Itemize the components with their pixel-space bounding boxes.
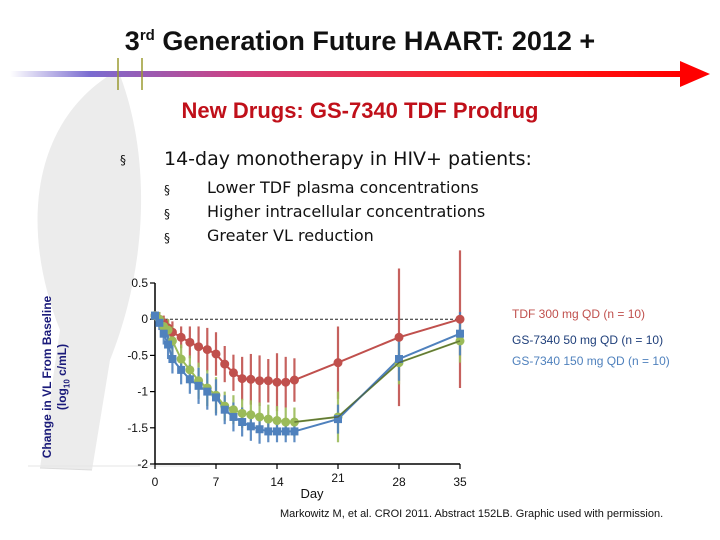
bullet-sub-2: § Higher intracellular concentrations bbox=[164, 202, 584, 222]
x-tick-label: 21 bbox=[331, 471, 345, 485]
data-point bbox=[159, 329, 168, 338]
data-point bbox=[228, 368, 238, 378]
bullet-sub-3: § Greater VL reduction bbox=[164, 226, 584, 246]
series-line-overlay bbox=[294, 340, 461, 423]
data-point bbox=[333, 358, 343, 368]
y-tick-label: -0.5 bbox=[127, 348, 148, 362]
data-point bbox=[281, 427, 290, 436]
x-tick-label: 14 bbox=[270, 475, 284, 489]
data-point bbox=[194, 381, 203, 390]
bullet-sub-1: § Lower TDF plasma concentrations bbox=[164, 178, 584, 198]
data-point bbox=[194, 342, 204, 352]
y-tick-label: 0.5 bbox=[131, 276, 148, 290]
data-point bbox=[237, 408, 247, 418]
citation: Markowitz M, et al. CROI 2011. Abstract … bbox=[280, 508, 664, 520]
data-point bbox=[255, 412, 265, 422]
data-point bbox=[394, 332, 404, 342]
data-point bbox=[202, 345, 212, 355]
data-point bbox=[185, 365, 195, 375]
x-tick-label: 7 bbox=[213, 475, 220, 489]
data-point bbox=[229, 412, 238, 421]
data-point bbox=[263, 376, 273, 386]
legend-gs150: GS-7340 150 mg QD (n = 10) bbox=[512, 354, 670, 368]
slide-title: 3rd Generation Future HAART: 2012 + bbox=[124, 26, 596, 56]
data-point bbox=[246, 410, 256, 420]
data-point bbox=[176, 354, 186, 364]
data-point bbox=[395, 355, 403, 364]
data-point bbox=[220, 359, 230, 369]
x-tick-label: 35 bbox=[453, 475, 467, 489]
y-tick-label: -2 bbox=[137, 457, 148, 471]
data-point bbox=[255, 425, 264, 434]
bullet-marker: § bbox=[164, 183, 170, 197]
bullet-marker: § bbox=[120, 153, 126, 167]
data-point bbox=[155, 318, 164, 327]
data-point bbox=[168, 355, 177, 364]
y-tick-label: 0 bbox=[141, 312, 148, 326]
series-line bbox=[154, 315, 461, 433]
data-point bbox=[289, 375, 299, 385]
data-point bbox=[220, 405, 229, 414]
data-point bbox=[334, 415, 342, 424]
bullet-marker: § bbox=[164, 231, 170, 245]
data-point bbox=[211, 349, 221, 359]
bullet-marker: § bbox=[164, 207, 170, 221]
data-point bbox=[185, 375, 194, 384]
data-point bbox=[246, 422, 255, 431]
data-point bbox=[264, 427, 273, 436]
slide-subtitle: New Drugs: GS-7340 TDF Prodrug bbox=[181, 98, 539, 123]
data-point bbox=[237, 374, 247, 384]
series-line bbox=[154, 314, 461, 423]
bullet-sub-text: Higher intracellular concentrations bbox=[207, 202, 486, 221]
y-tick-label: -1.5 bbox=[127, 421, 148, 435]
data-point bbox=[176, 332, 186, 342]
bullet-main-text: 14-day monotherapy in HIV+ patients: bbox=[164, 148, 532, 170]
y-tick-label: -1 bbox=[137, 385, 148, 399]
data-point bbox=[203, 387, 212, 396]
data-point bbox=[281, 417, 291, 427]
bullet-sub-text: Greater VL reduction bbox=[207, 226, 374, 245]
data-point bbox=[164, 340, 173, 349]
data-point bbox=[455, 314, 465, 324]
data-point bbox=[255, 376, 265, 386]
data-point bbox=[281, 377, 291, 387]
data-point bbox=[151, 311, 159, 320]
data-point bbox=[273, 427, 281, 436]
legend-tdf: TDF 300 mg QD (n = 10) bbox=[512, 307, 646, 321]
title-arrow-bar bbox=[10, 58, 710, 90]
bullet-sub-text: Lower TDF plasma concentrations bbox=[207, 178, 479, 197]
data-point bbox=[246, 374, 256, 384]
data-point bbox=[238, 418, 247, 427]
data-point bbox=[272, 377, 282, 387]
x-tick-label: 28 bbox=[392, 475, 406, 489]
data-point bbox=[185, 337, 195, 347]
x-tick-label: 0 bbox=[152, 475, 159, 489]
x-axis-label: Day bbox=[300, 486, 324, 501]
data-point bbox=[177, 365, 186, 374]
data-point bbox=[263, 414, 273, 424]
data-point bbox=[272, 416, 282, 426]
data-point bbox=[228, 405, 238, 415]
data-point bbox=[456, 329, 464, 338]
data-point bbox=[212, 393, 220, 402]
legend-gs50: GS-7340 50 mg QD (n = 10) bbox=[512, 333, 664, 347]
data-point bbox=[290, 427, 299, 436]
